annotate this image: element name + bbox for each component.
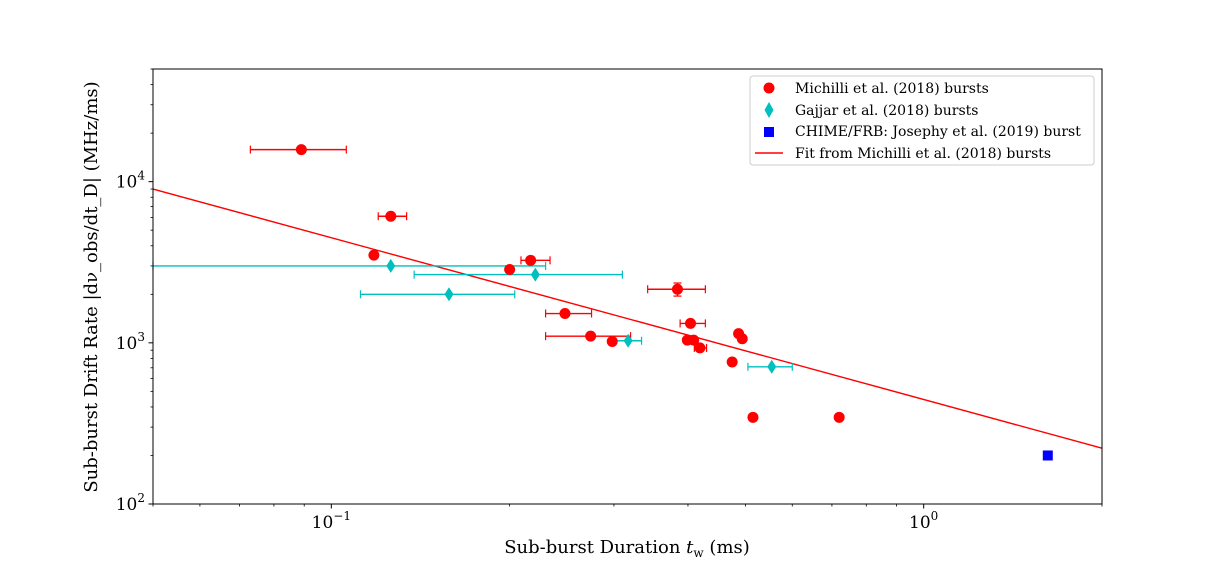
michilli-point <box>385 210 397 222</box>
legend: Michilli et al. (2018) bursts Gajjar et … <box>749 75 1095 166</box>
michilli-point <box>525 254 537 266</box>
michilli-point <box>688 334 700 346</box>
x-tick-label: 10−1 <box>312 509 351 533</box>
y-axis-label: Sub-burst Drift Rate |dν_obs/dt_D| (MHz/… <box>81 81 102 492</box>
legend-box <box>749 75 1095 166</box>
plot-frame <box>152 68 1103 505</box>
legend-marker-michilli <box>763 82 775 94</box>
fit-layer <box>152 188 1103 449</box>
michilli-point <box>694 342 706 354</box>
y-tick-label: 104 <box>116 169 146 193</box>
y-tick-label: 103 <box>116 330 145 354</box>
plot-area <box>152 144 1103 461</box>
chime-point <box>1042 450 1053 461</box>
y-tick-label: 102 <box>116 491 145 515</box>
gajjar-point <box>623 333 633 348</box>
michilli-point <box>726 356 738 368</box>
michilli-point <box>685 317 697 329</box>
michilli-point <box>833 411 845 423</box>
legend-label-fit: Fit from Michilli et al. (2018) bursts <box>795 146 1051 162</box>
legend-label-chime: CHIME/FRB: Josephy et al. (2019) burst <box>795 124 1081 140</box>
x-axis-label-sub: w <box>693 546 704 560</box>
michilli-point <box>747 411 759 423</box>
gajjar-point <box>530 267 540 282</box>
tick-labels: 10−1 100 102 103 104 <box>116 169 939 533</box>
gajjar-point <box>444 287 454 302</box>
legend-marker-chime <box>764 127 774 137</box>
gajjar-point <box>386 258 396 273</box>
legend-label-michilli: Michilli et al. (2018) bursts <box>795 81 989 97</box>
michilli-point <box>559 308 571 320</box>
x-axis-label: Sub-burst Duration tw (ms) <box>504 537 750 560</box>
major-ticks <box>148 181 925 509</box>
michilli-point <box>606 335 618 347</box>
x-axis-label-unit: (ms) <box>709 537 749 558</box>
legend-marker-gajjar <box>764 102 774 118</box>
michilli-point <box>368 249 380 261</box>
y-axis-label-text: Sub-burst Drift Rate |dν_obs/dt_D| (MHz/… <box>81 81 102 492</box>
x-axis-label-text: Sub-burst Duration <box>504 537 681 558</box>
markers <box>295 144 1053 461</box>
x-tick-label: 100 <box>909 509 938 533</box>
michilli-point <box>671 283 683 295</box>
michilli-point <box>736 333 748 345</box>
gajjar-point <box>767 359 777 374</box>
x-axis-label-symbol: t <box>686 537 694 558</box>
michilli-point <box>504 264 516 276</box>
legend-label-gajjar: Gajjar et al. (2018) bursts <box>795 103 978 119</box>
fit-line <box>152 188 1103 449</box>
michilli-point <box>295 144 307 156</box>
michilli-point <box>585 330 597 342</box>
